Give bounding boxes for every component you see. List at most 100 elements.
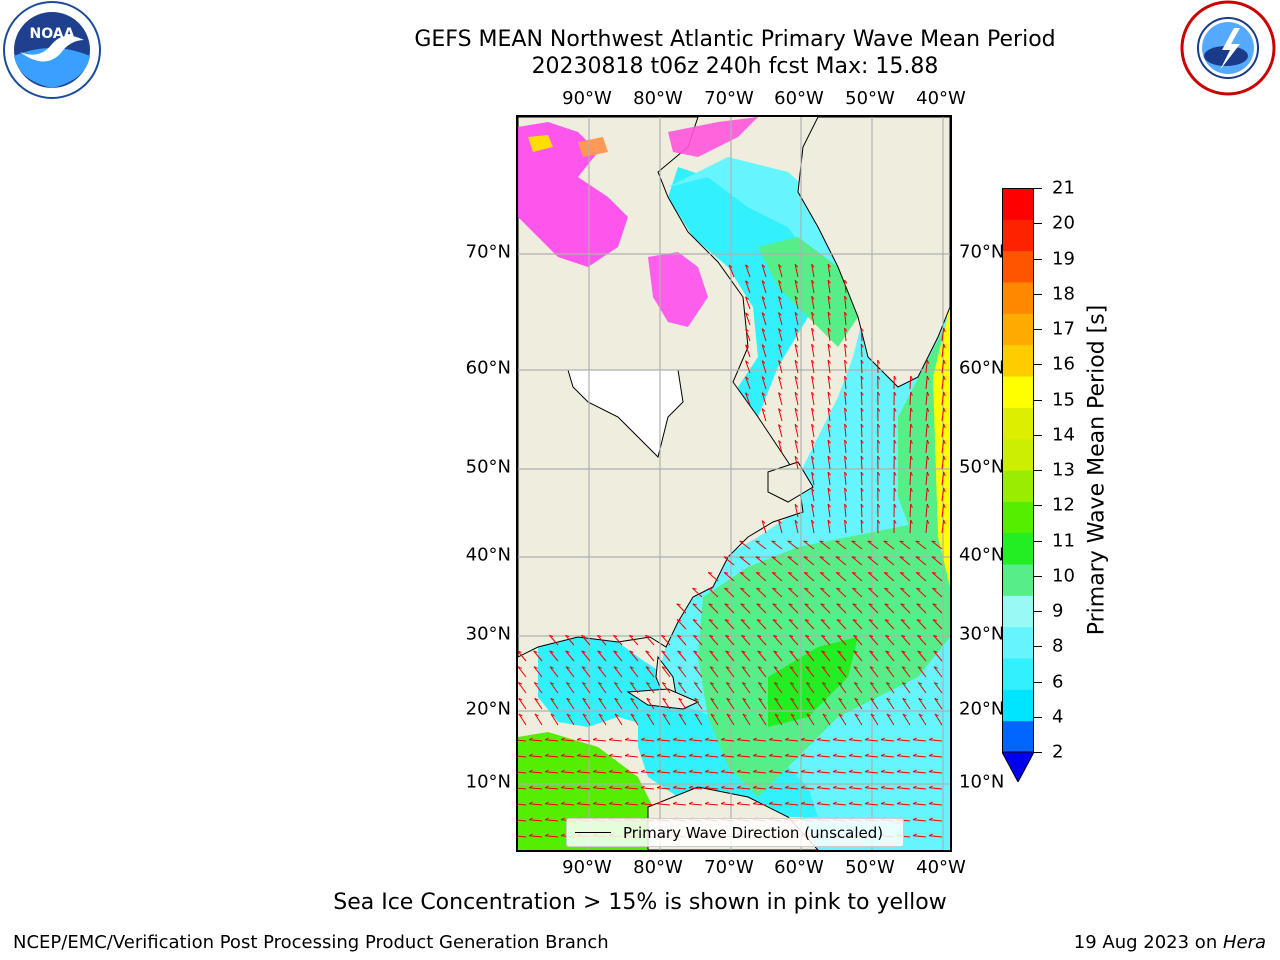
wave-arrow	[794, 328, 799, 342]
wave-arrow-head	[811, 391, 815, 396]
sea-ice-north	[668, 117, 758, 157]
wave-arrow	[902, 713, 911, 726]
wave-arrow	[673, 739, 687, 742]
wave-arrow	[693, 682, 703, 694]
wave-arrow	[741, 634, 751, 646]
wave-arrow-head	[518, 650, 522, 653]
wave-arrow	[820, 603, 831, 614]
wave-arrow-head	[943, 391, 946, 397]
wave-arrow-head	[725, 650, 730, 653]
wave-arrow-head	[885, 650, 890, 653]
wave-arrow	[761, 312, 767, 326]
wave-arrow	[869, 634, 879, 646]
wave-arrow-head	[613, 666, 618, 669]
wave-arrow-head	[811, 487, 815, 492]
wave-arrow-head	[772, 572, 777, 574]
wave-arrow-head	[740, 619, 746, 622]
wave-arrow	[609, 739, 623, 742]
wave-arrow-head	[624, 753, 629, 757]
wave-arrow	[794, 264, 799, 278]
wave-arrow-head	[576, 753, 581, 757]
wave-arrow	[529, 835, 543, 838]
wave-arrow-head	[916, 572, 921, 574]
wave-arrow-head	[926, 487, 930, 492]
wave-arrow	[641, 771, 655, 774]
wave-arrow	[933, 634, 943, 646]
wave-arrow	[827, 440, 831, 454]
wave-arrow-head	[837, 634, 842, 638]
wave-arrow	[929, 787, 943, 790]
wave-arrow	[773, 666, 783, 678]
wave-arrow	[721, 755, 735, 758]
wave-arrow	[881, 803, 895, 806]
wave-arrow	[761, 328, 767, 342]
wave-arrow	[900, 587, 911, 598]
wave-arrow	[844, 440, 847, 454]
wave-arrow-head	[723, 556, 728, 558]
wave-arrow	[534, 713, 543, 726]
wave-arrow	[529, 787, 543, 790]
wave-arrow-head	[827, 471, 831, 476]
wave-arrow	[827, 456, 831, 470]
wave-arrow-head	[943, 487, 946, 493]
wave-arrow	[769, 803, 783, 806]
wave-arrow-head	[854, 713, 859, 717]
wave-arrow	[885, 682, 895, 694]
wave-arrow-head	[761, 328, 766, 332]
wave-arrow	[657, 803, 671, 806]
wave-arrow	[597, 666, 607, 678]
wave-arrow	[851, 572, 863, 582]
wave-arrow	[897, 755, 911, 758]
wave-arrow	[518, 682, 527, 694]
wave-arrow	[518, 771, 527, 774]
wave-arrow	[756, 587, 767, 598]
wave-arrow	[909, 487, 912, 502]
wave-arrow-head	[805, 666, 810, 669]
wave-arrow-head	[900, 619, 906, 622]
wave-arrow-head	[827, 439, 831, 444]
wave-arrow	[772, 619, 783, 630]
wave-arrow-head	[693, 650, 698, 653]
wave-arrow-head	[811, 455, 815, 460]
wave-arrow-head	[852, 619, 858, 622]
sea-ice-foxe	[648, 252, 708, 327]
wave-arrow-head	[860, 471, 864, 476]
wave-arrow-head	[608, 785, 613, 789]
wave-arrow	[769, 771, 783, 774]
wave-arrow	[657, 739, 671, 742]
wave-arrow-head	[528, 833, 533, 837]
wave-arrow	[625, 787, 639, 790]
wave-arrow	[598, 698, 607, 710]
lon-label-top: 80°W	[633, 88, 683, 109]
wave-arrow-head	[926, 391, 930, 396]
lat-label-left: 70°N	[465, 241, 511, 263]
wave-arrow	[833, 787, 847, 790]
wave-arrow-head	[676, 603, 681, 606]
wave-arrow	[518, 819, 527, 822]
wave-arrow	[709, 682, 719, 694]
wave-arrow	[804, 587, 815, 598]
colorbar-tick-label: 13	[1052, 459, 1075, 481]
wave-arrow	[561, 755, 575, 758]
wave-arrow	[613, 634, 623, 646]
wave-arrow	[941, 504, 945, 518]
wave-arrow	[705, 771, 719, 774]
wave-arrow	[869, 650, 879, 662]
wave-arrow-head	[598, 713, 603, 717]
wave-arrow	[854, 713, 863, 726]
wave-arrow-head	[710, 713, 715, 717]
colorbar-segment	[1002, 438, 1034, 471]
wave-arrow-head	[597, 666, 602, 669]
wave-arrow-head	[720, 753, 725, 757]
wave-arrow-head	[592, 785, 597, 789]
wave-arrow-head	[854, 682, 859, 685]
wave-arrow-head	[790, 697, 795, 701]
ocean-yellow-east-edge	[933, 307, 950, 587]
wave-arrow	[801, 771, 815, 774]
wave-arrow	[794, 424, 799, 438]
wave-arrow	[676, 603, 687, 614]
wave-arrow	[932, 587, 943, 598]
wave-arrow-head	[943, 519, 946, 525]
wave-arrow	[811, 328, 815, 342]
wave-arrow-head	[877, 375, 881, 380]
